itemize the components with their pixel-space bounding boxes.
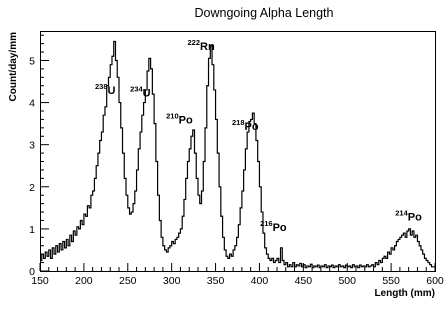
y-tick-label: 4	[29, 98, 35, 110]
peak-label-rn222: 222Rn	[187, 38, 214, 53]
y-axis-label: Count/day/mm	[8, 32, 19, 102]
peak-label-element: U	[108, 85, 116, 97]
peak-label-mass-number: 234	[130, 84, 143, 93]
y-tick-label: 5	[29, 55, 35, 67]
peak-label-text: 210Po	[166, 112, 193, 127]
chart-title: Downgoing Alpha Length	[194, 6, 333, 20]
peak-label-mass-number: 210	[166, 112, 179, 121]
peak-label-mass-number: 218	[232, 118, 245, 127]
peak-label-mass-number: 214	[395, 208, 408, 217]
y-tick-label: 0	[29, 266, 35, 278]
peak-label-po216: 216Po	[260, 219, 287, 234]
y-tick-label: 3	[29, 140, 35, 152]
peak-label-po210: 210Po	[166, 112, 193, 127]
x-axis-label: Length (mm)	[374, 288, 435, 299]
x-tick-label: 250	[119, 275, 137, 287]
series-line	[40, 42, 435, 268]
peak-label-text: 222Rn	[187, 38, 214, 53]
peak-label-element: Po	[408, 211, 422, 223]
x-tick-label: 450	[295, 275, 313, 287]
peak-label-element: Rn	[200, 41, 215, 53]
peak-label-element: Po	[245, 121, 259, 133]
peak-label-element: Po	[179, 115, 193, 127]
x-tick-label: 400	[251, 275, 269, 287]
x-tick-label: 500	[338, 275, 356, 287]
peak-label-text: 214Po	[395, 208, 422, 223]
peak-label-po218: 218Po	[232, 118, 259, 133]
peak-label-text: 216Po	[260, 219, 287, 234]
peak-label-po214: 214Po	[395, 208, 422, 223]
x-tick-label: 600	[426, 275, 444, 287]
peak-label-u238: 238U	[95, 82, 116, 97]
y-tick-label: 2	[29, 182, 35, 194]
y-tick-label: 1	[29, 224, 35, 236]
x-tick-label: 300	[163, 275, 181, 287]
peak-label-element: Po	[273, 222, 287, 234]
x-tick-label: 550	[382, 275, 400, 287]
peak-label-mass-number: 238	[95, 82, 108, 91]
peak-label-text: 234U	[130, 84, 151, 99]
x-tick-label: 200	[75, 275, 93, 287]
peak-label-element: U	[143, 87, 151, 99]
peak-label-text: 238U	[95, 82, 116, 97]
peak-label-mass-number: 222	[187, 38, 200, 47]
peak-label-mass-number: 216	[260, 219, 273, 228]
x-tick-label: 350	[207, 275, 225, 287]
peak-label-text: 218Po	[232, 118, 259, 133]
peak-label-u234: 234U	[130, 84, 151, 99]
